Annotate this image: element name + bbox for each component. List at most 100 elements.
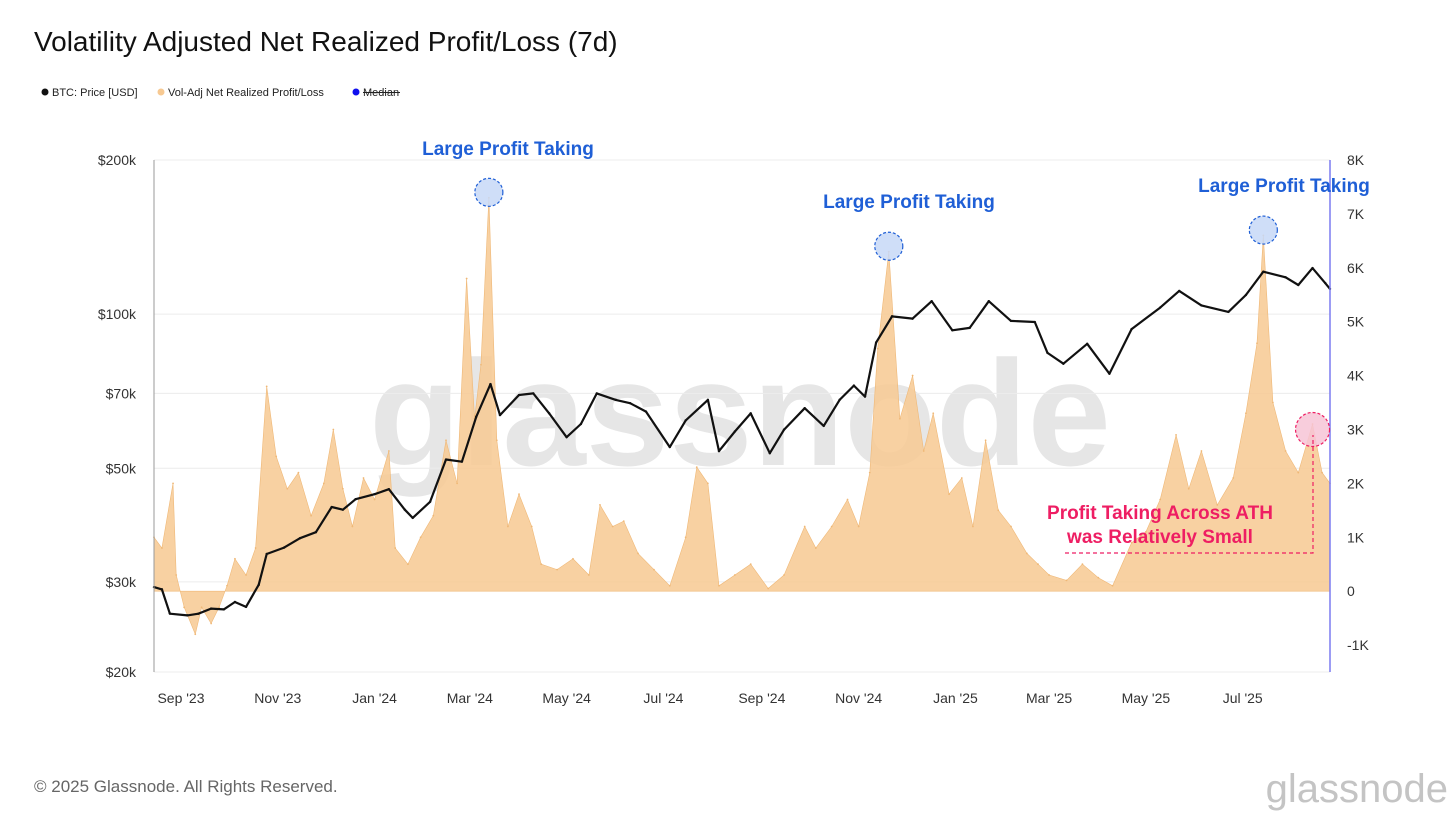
price-point: [863, 395, 867, 398]
annotation-peak-2: Large Profit Taking: [823, 192, 995, 213]
y-right-tick-label: 0: [1347, 583, 1355, 599]
pnl-point: [175, 574, 178, 576]
price-point: [186, 614, 189, 617]
price-point: [1009, 319, 1013, 323]
pnl-point: [857, 525, 860, 528]
x-tick-label: Sep '24: [738, 690, 785, 706]
price-point: [768, 452, 771, 455]
price-point: [428, 500, 432, 503]
price-point: [222, 608, 226, 611]
price-point: [1046, 351, 1049, 355]
price-point: [1130, 327, 1133, 331]
pnl-point: [653, 568, 655, 571]
pnl-point: [432, 514, 435, 517]
price-point: [644, 410, 648, 413]
pnl-point: [445, 439, 447, 442]
pnl-point: [1271, 401, 1274, 404]
pnl-point: [507, 525, 509, 528]
pnl-point: [465, 277, 468, 280]
legend-item-price[interactable]: BTC: Price [USD]: [41, 87, 138, 99]
price-point: [532, 392, 535, 395]
price-point: [852, 384, 856, 387]
pnl-point: [587, 574, 590, 576]
pnl-point: [1010, 525, 1012, 528]
pnl-point: [200, 606, 203, 609]
price-point: [257, 583, 260, 587]
pnl-point: [275, 455, 278, 458]
price-point: [628, 401, 632, 405]
annotation-ath-line1: Profit Taking Across ATH: [1047, 503, 1273, 524]
price-point: [298, 537, 302, 540]
pnl-point: [911, 374, 914, 377]
price-point: [314, 531, 318, 534]
pnl-point: [1159, 498, 1162, 501]
x-tick-label: Sep '23: [157, 690, 204, 706]
price-point: [387, 488, 391, 491]
y-left-tick-label: $200k: [98, 152, 137, 168]
price-point: [517, 393, 521, 397]
price-point: [373, 492, 376, 496]
y-right-tick-label: 8K: [1347, 152, 1365, 168]
pnl-point: [161, 547, 163, 549]
legend-item-median[interactable]: Median: [352, 87, 401, 99]
pnl-point: [183, 606, 186, 609]
price-point: [341, 508, 345, 511]
price-point: [1158, 306, 1162, 309]
y-right-tick-label: 7K: [1347, 206, 1365, 222]
legend: BTC: Price [USD] Vol-Adj Net Realized Pr…: [41, 87, 401, 99]
pnl-point: [351, 525, 354, 528]
y-left-tick-label: $50k: [106, 460, 137, 476]
pnl-point: [814, 547, 817, 549]
pnl-point: [341, 487, 344, 490]
price-point: [411, 516, 414, 520]
price-point: [209, 607, 213, 610]
price-line-series: [153, 267, 1331, 617]
pnl-point: [733, 574, 736, 576]
price-point: [282, 546, 286, 549]
pnl-point: [332, 428, 335, 431]
pnl-point: [997, 509, 1000, 512]
price-point: [911, 317, 914, 320]
price-line-layer: [152, 266, 1332, 617]
pnl-point: [830, 525, 833, 528]
price-point: [1244, 293, 1248, 297]
highlight-layer: [474, 177, 1331, 448]
price-point: [547, 412, 551, 415]
legend-item-pnl[interactable]: Vol-Adj Net Realized Profit/Loss: [157, 87, 325, 99]
price-point: [1178, 289, 1181, 293]
x-tick-label: Mar '25: [1026, 690, 1072, 706]
price-point: [803, 407, 806, 410]
price-point: [749, 412, 752, 415]
price-point: [1062, 362, 1065, 365]
pnl-point: [218, 606, 220, 609]
price-point: [474, 415, 478, 419]
pnl-point: [387, 450, 390, 452]
y-right-tick-label: 1K: [1347, 529, 1365, 545]
pnl-point: [684, 536, 687, 539]
pnl-point: [932, 412, 935, 415]
price-point: [1297, 283, 1300, 287]
legend-label-pnl: Vol-Adj Net Realized Profit/Loss: [168, 87, 324, 99]
pnl-point: [254, 547, 257, 549]
pnl-point: [1232, 477, 1235, 479]
pnl-point: [1025, 552, 1028, 555]
footer-copyright: © 2025 Glassnode. All Rights Reserved.: [34, 777, 338, 796]
pnl-point: [540, 563, 543, 566]
x-tick-label: Jul '24: [643, 690, 683, 706]
pnl-point: [310, 514, 313, 517]
axes: $200k $100k $70k $50k $30k $20k 8K 7K 6K 5K 4K 3K 2…: [98, 152, 1370, 706]
y-right-tick-label: -1K: [1347, 637, 1369, 653]
price-point: [614, 398, 618, 402]
pnl-point: [706, 482, 709, 485]
pnl-point: [637, 552, 639, 555]
pnl-point: [1097, 576, 1100, 579]
pnl-point: [297, 471, 300, 474]
pnl-point: [172, 482, 174, 485]
pnl-point: [480, 363, 482, 366]
y-right-tick-label: 2K: [1347, 475, 1365, 491]
pnl-point: [846, 498, 849, 501]
pnl-point: [1065, 579, 1068, 582]
pnl-point: [868, 471, 871, 474]
pnl-point: [394, 547, 397, 549]
price-point: [197, 612, 200, 615]
